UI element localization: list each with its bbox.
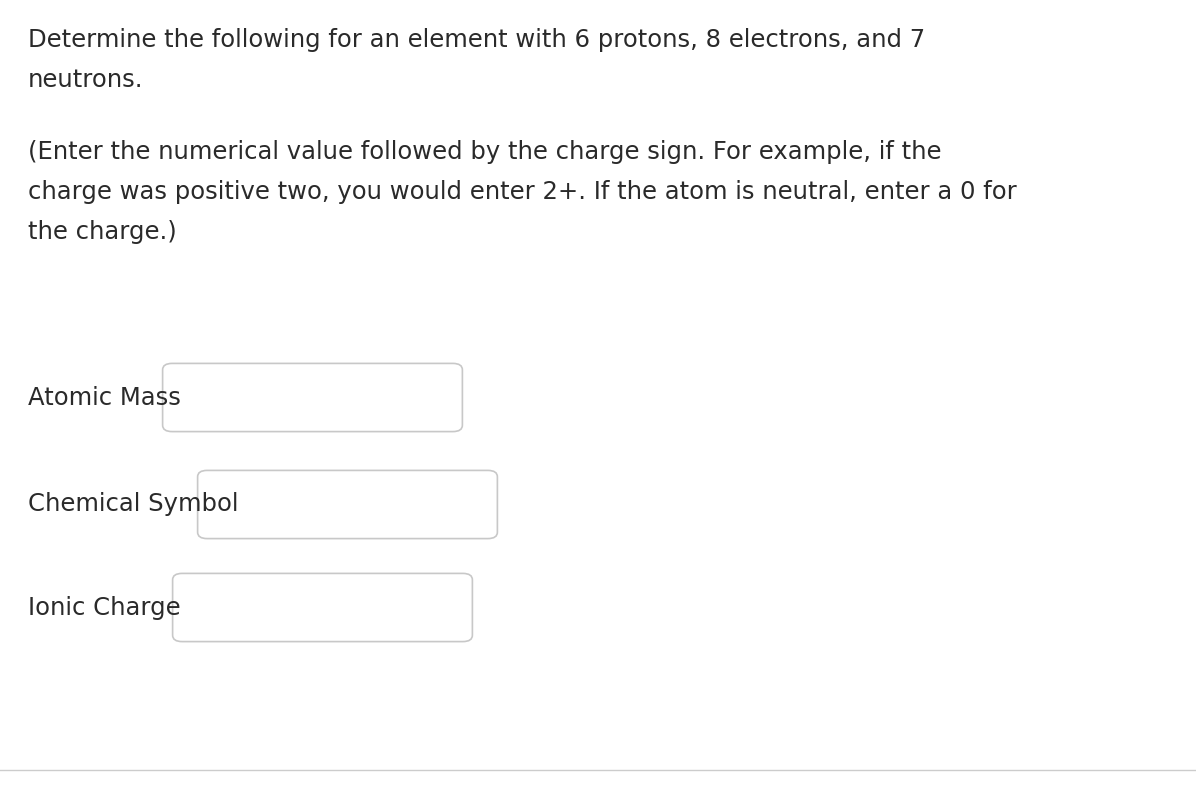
Text: Ionic Charge: Ionic Charge	[28, 595, 181, 619]
FancyBboxPatch shape	[172, 574, 472, 642]
Text: neutrons.: neutrons.	[28, 68, 144, 92]
Text: Atomic Mass: Atomic Mass	[28, 385, 181, 409]
FancyBboxPatch shape	[197, 470, 498, 539]
Text: Determine the following for an element with 6 protons, 8 electrons, and 7: Determine the following for an element w…	[28, 28, 926, 52]
Text: (Enter the numerical value followed by the charge sign. For example, if the: (Enter the numerical value followed by t…	[28, 140, 941, 164]
FancyBboxPatch shape	[163, 363, 463, 432]
Text: charge was positive two, you would enter 2+. If the atom is neutral, enter a 0 f: charge was positive two, you would enter…	[28, 180, 1017, 204]
Text: Chemical Symbol: Chemical Symbol	[28, 492, 238, 516]
Text: the charge.): the charge.)	[28, 220, 177, 244]
